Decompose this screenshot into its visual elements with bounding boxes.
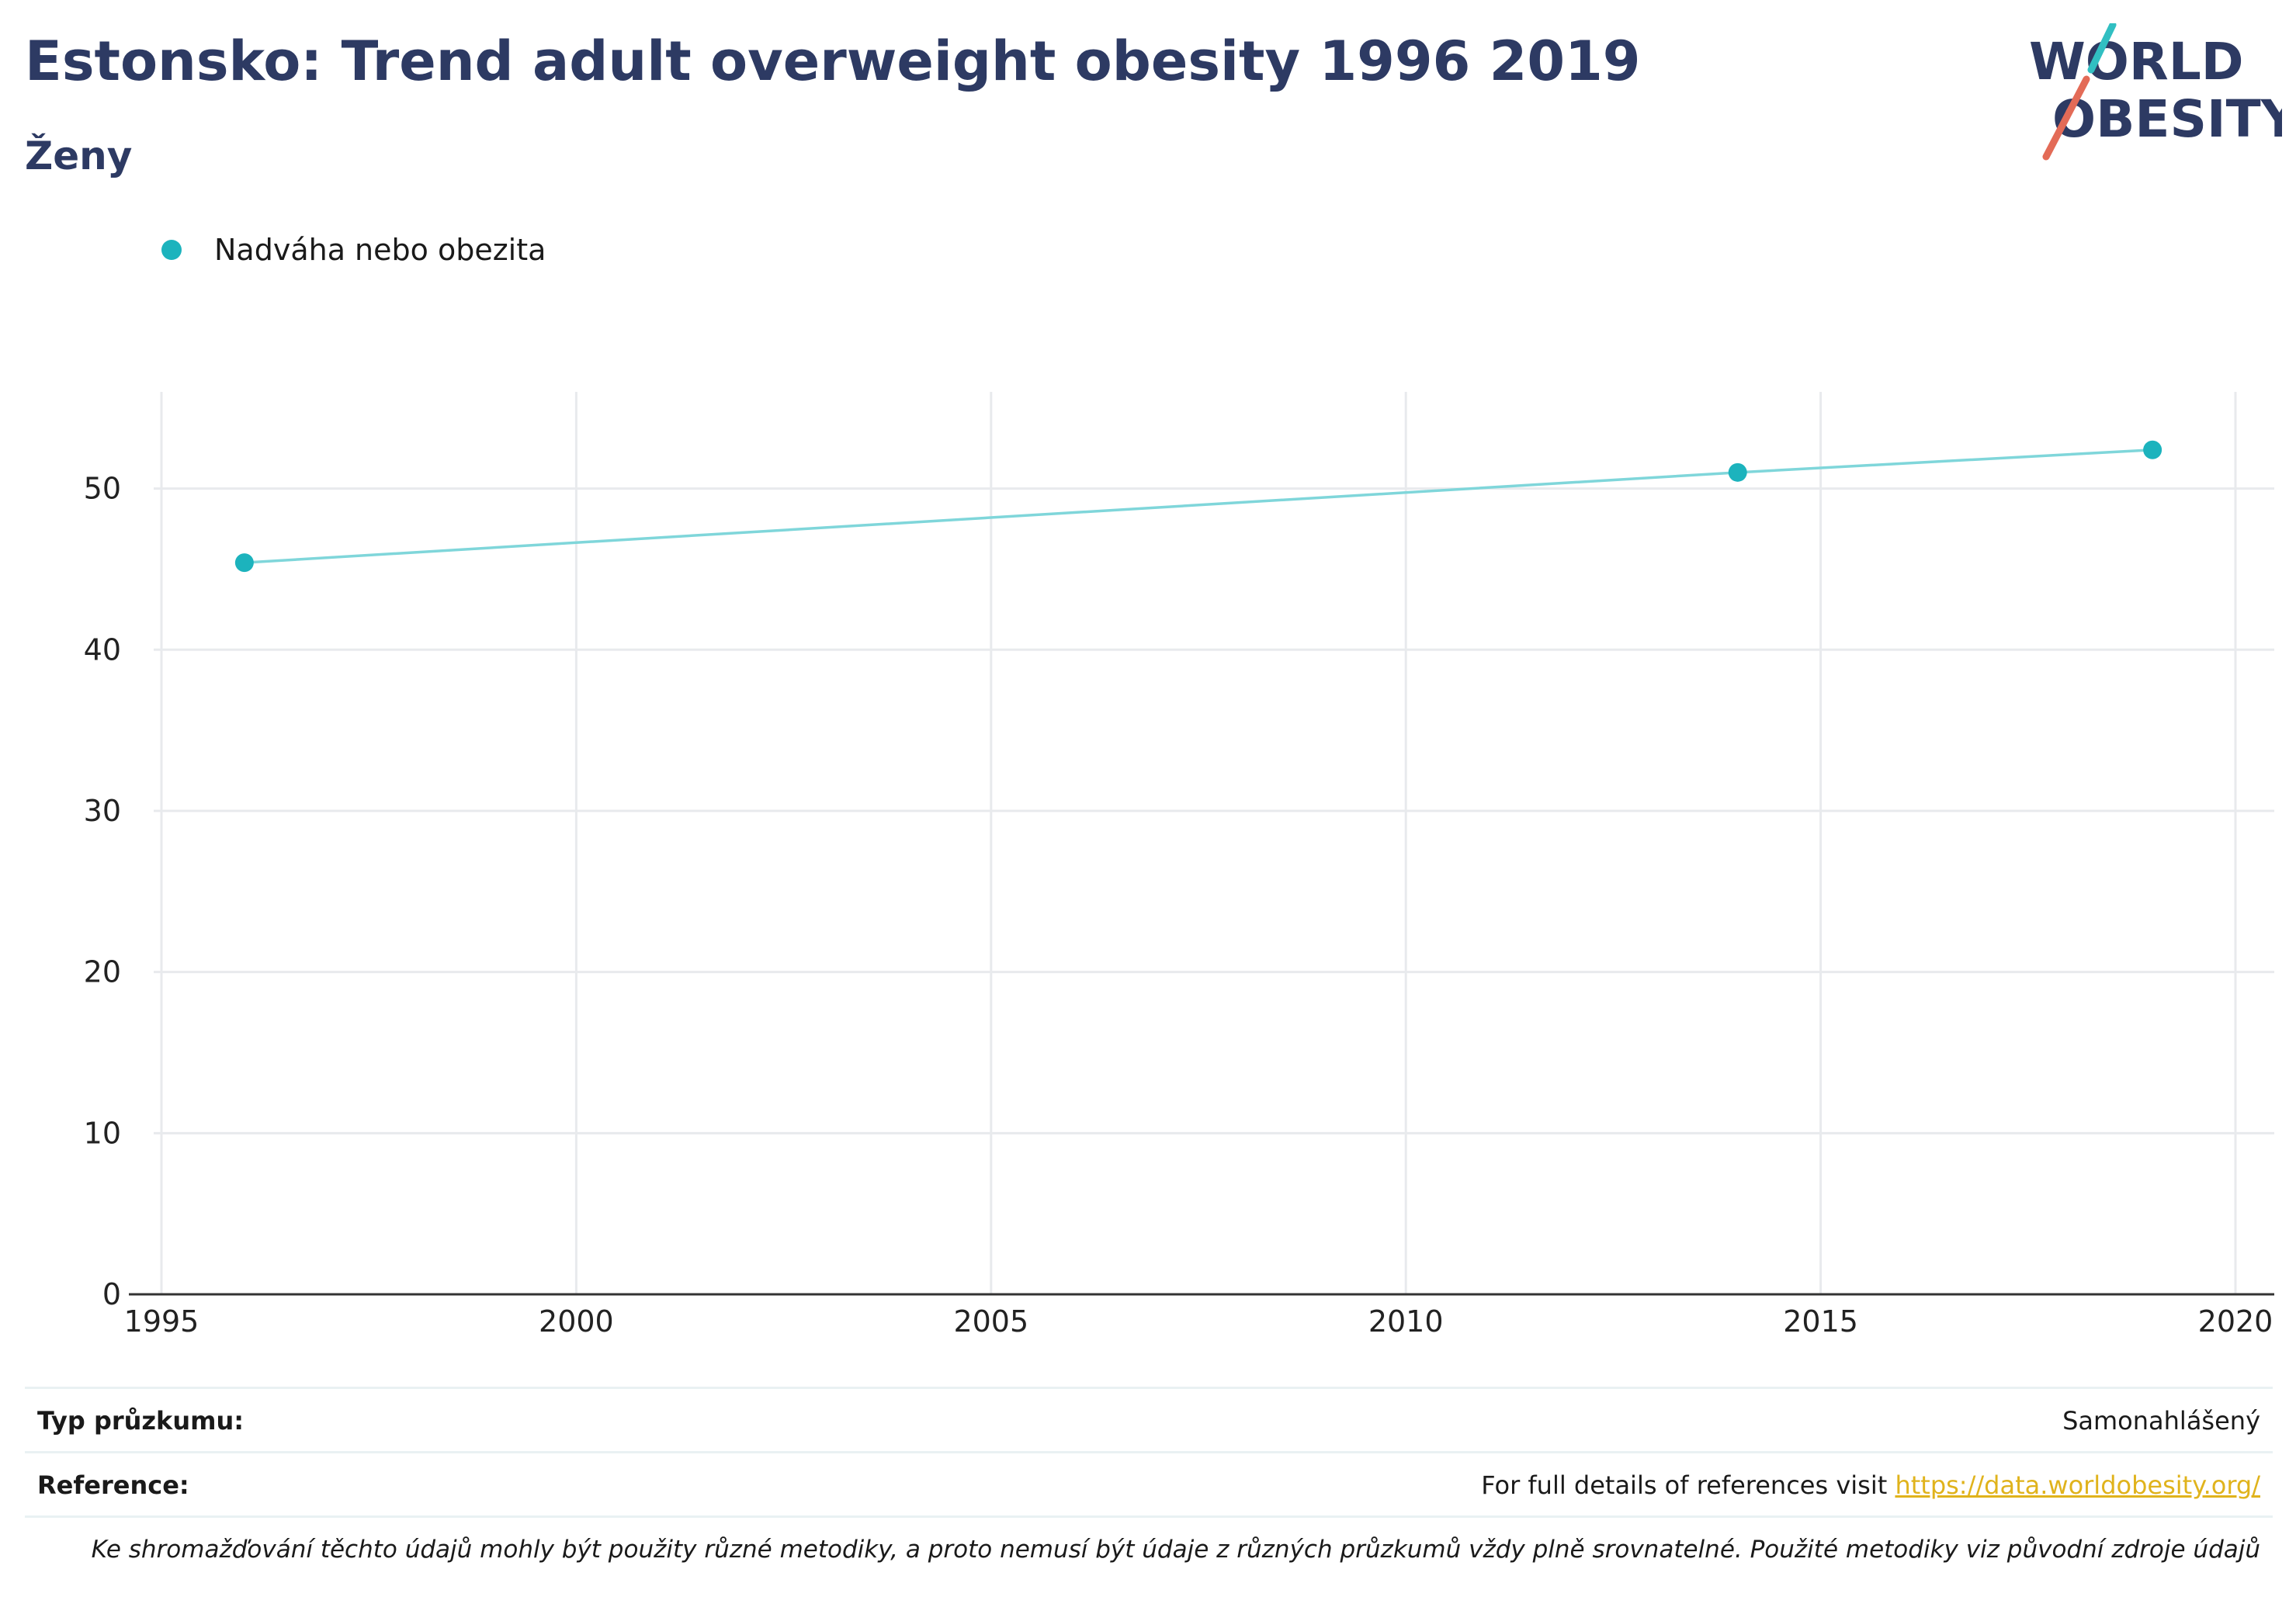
chart-title: Estonsko: Trend adult overweight obesity… bbox=[25, 29, 1641, 93]
methodology-note-text: Ke shromažďování těchto údajů mohly být … bbox=[91, 1536, 2260, 1564]
reference-row: Reference: For full details of reference… bbox=[25, 1451, 2273, 1517]
y-tick-label: 50 bbox=[84, 472, 121, 506]
x-tick-label: 2005 bbox=[953, 1304, 1028, 1339]
x-tick-label: 2000 bbox=[539, 1304, 614, 1339]
logo-word-2: OBESITY bbox=[2052, 89, 2282, 149]
logo-slash-teal bbox=[2087, 23, 2117, 74]
data-point bbox=[234, 553, 254, 573]
reference-link[interactable]: https://data.worldobesity.org/ bbox=[1895, 1470, 2260, 1500]
legend: Nadváha nebo obezita bbox=[161, 233, 546, 267]
survey-type-row: Typ průzkumu: Samonahlášený bbox=[25, 1387, 2273, 1453]
x-tick-label: 2010 bbox=[1368, 1304, 1444, 1339]
world-obesity-logo: WORLD OBESITY bbox=[2029, 23, 2282, 161]
data-point bbox=[2143, 440, 2162, 459]
chart-subtitle: Ženy bbox=[25, 133, 133, 178]
methodology-note: Ke shromažďování těchto údajů mohly být … bbox=[25, 1515, 2273, 1581]
reference-label: Reference: bbox=[37, 1470, 189, 1500]
survey-type-label: Typ průzkumu: bbox=[37, 1406, 245, 1436]
logo-word-1: WORLD bbox=[2029, 32, 2244, 92]
legend-label: Nadváha nebo obezita bbox=[214, 233, 546, 267]
data-point bbox=[1728, 462, 1747, 482]
y-tick-label: 10 bbox=[84, 1116, 121, 1150]
y-tick-label: 0 bbox=[102, 1277, 121, 1311]
reference-text: For full details of references visit bbox=[1481, 1470, 1895, 1500]
y-tick-label: 40 bbox=[84, 632, 121, 667]
x-tick-label: 2020 bbox=[2198, 1304, 2273, 1339]
x-tick-label: 1995 bbox=[124, 1304, 199, 1339]
series-line bbox=[244, 449, 2153, 564]
legend-marker-icon bbox=[161, 240, 182, 260]
line-chart: 1995 2000 2005 2010 2015 2020 0 10 20 30 40 50 bbox=[84, 392, 2274, 1339]
y-tick-label: 20 bbox=[84, 955, 121, 989]
survey-type-value: Samonahlášený bbox=[2062, 1406, 2260, 1436]
y-tick-label: 30 bbox=[84, 794, 121, 828]
reference-value: For full details of references visit htt… bbox=[1481, 1470, 2273, 1500]
logo-slash-red bbox=[2042, 75, 2090, 161]
x-tick-label: 2015 bbox=[1783, 1304, 1858, 1339]
